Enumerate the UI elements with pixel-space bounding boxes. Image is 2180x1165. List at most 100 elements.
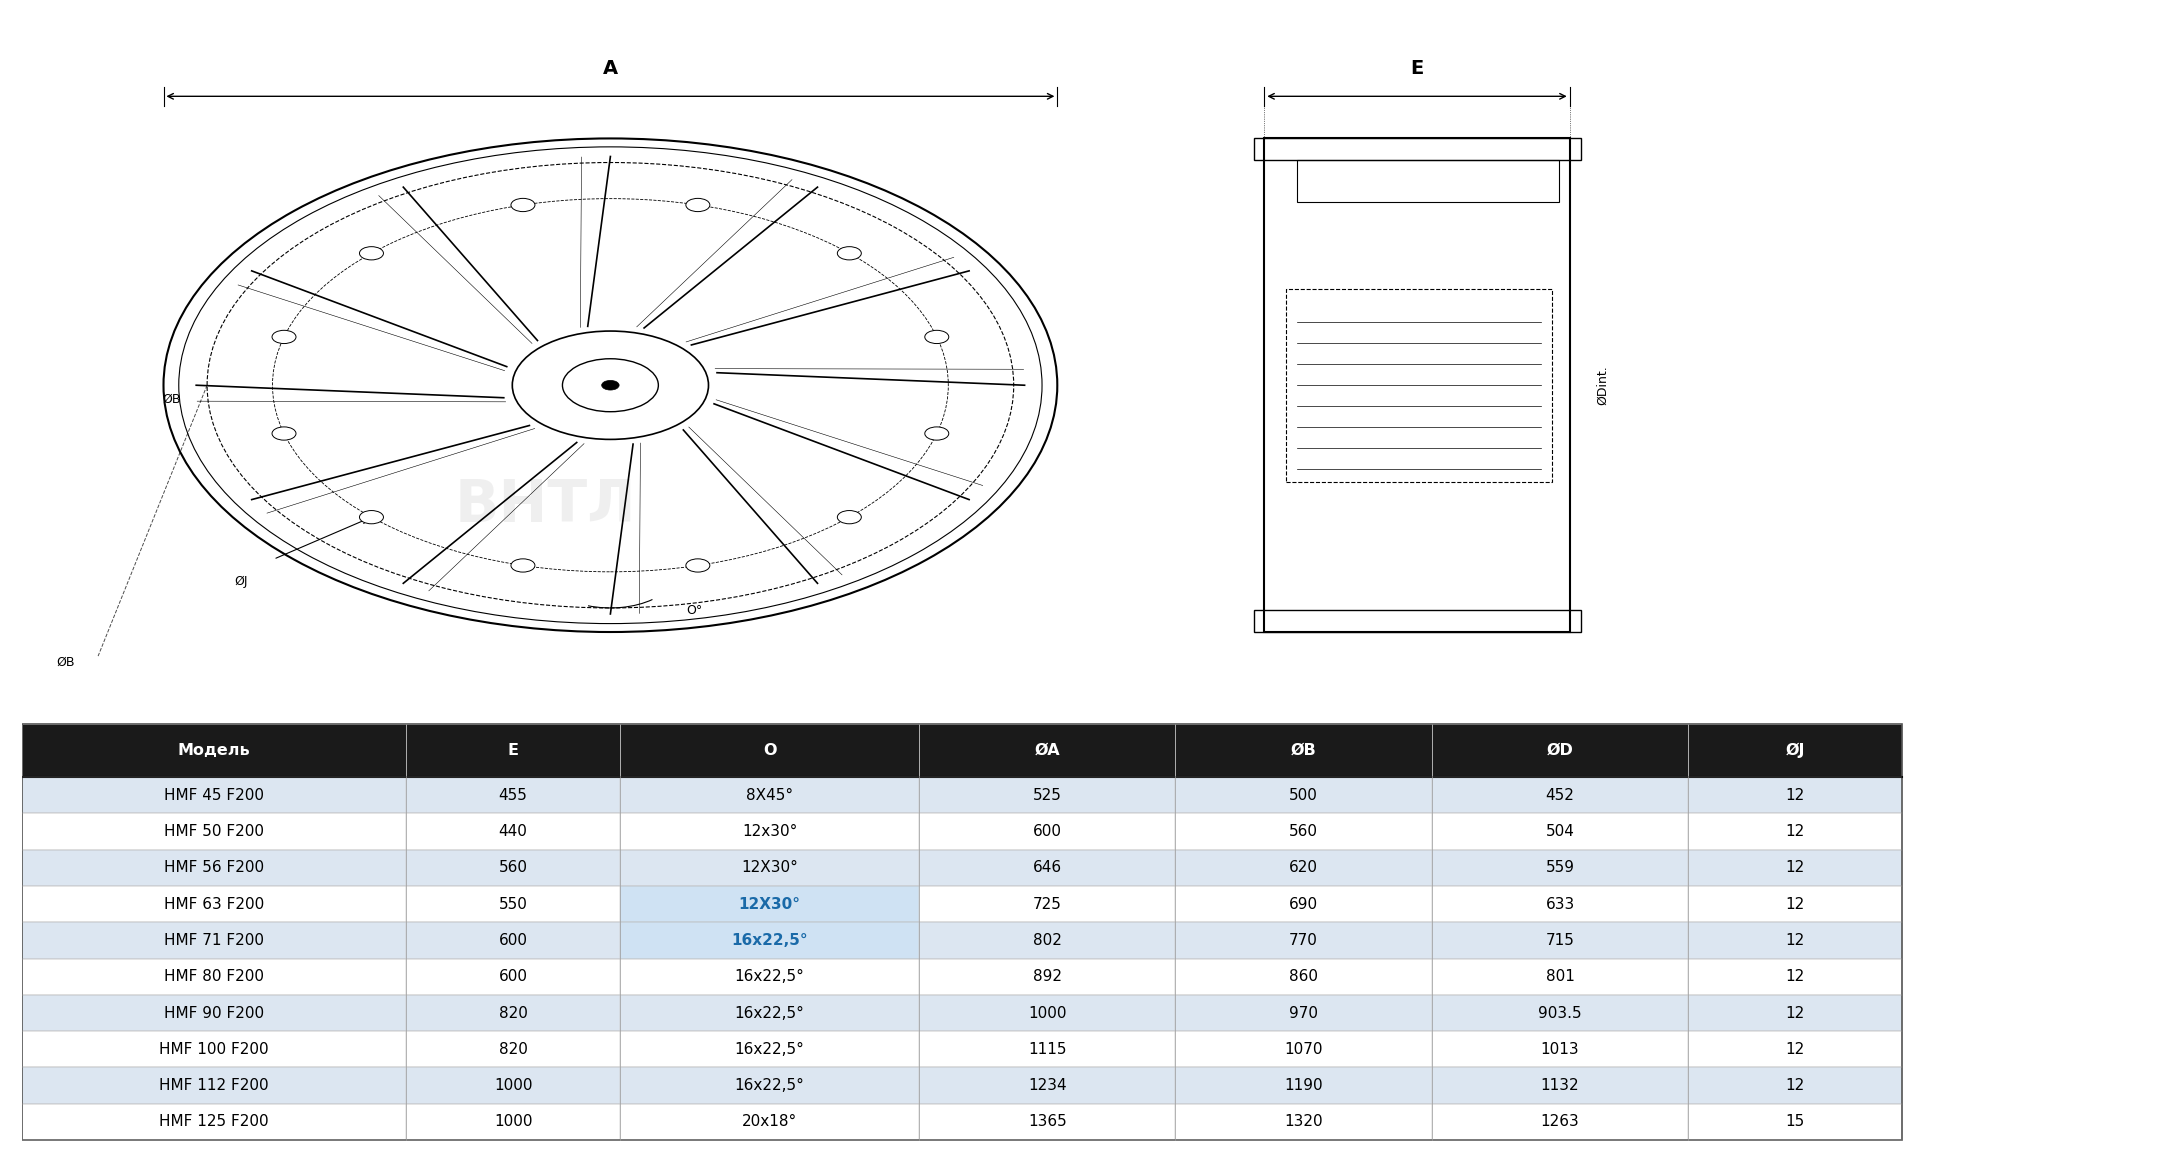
FancyBboxPatch shape bbox=[619, 777, 920, 813]
FancyBboxPatch shape bbox=[619, 849, 920, 885]
FancyBboxPatch shape bbox=[1175, 1031, 1432, 1067]
Text: 690: 690 bbox=[1288, 897, 1319, 911]
FancyBboxPatch shape bbox=[1175, 777, 1432, 813]
Text: HMF 56 F200: HMF 56 F200 bbox=[164, 860, 264, 875]
Text: 725: 725 bbox=[1033, 897, 1062, 911]
Text: 20x18°: 20x18° bbox=[741, 1115, 798, 1129]
FancyBboxPatch shape bbox=[1175, 959, 1432, 995]
Text: 559: 559 bbox=[1546, 860, 1574, 875]
Text: ØB: ØB bbox=[1291, 743, 1317, 758]
Text: 12: 12 bbox=[1785, 1042, 1805, 1057]
FancyBboxPatch shape bbox=[405, 1067, 619, 1103]
FancyBboxPatch shape bbox=[1687, 723, 1901, 777]
Text: 452: 452 bbox=[1546, 788, 1574, 803]
Circle shape bbox=[360, 510, 384, 524]
Text: HMF 71 F200: HMF 71 F200 bbox=[164, 933, 264, 948]
FancyBboxPatch shape bbox=[22, 959, 405, 995]
Text: O: O bbox=[763, 743, 776, 758]
Text: 560: 560 bbox=[1288, 824, 1319, 839]
FancyBboxPatch shape bbox=[920, 995, 1175, 1031]
FancyBboxPatch shape bbox=[1432, 923, 1687, 959]
FancyBboxPatch shape bbox=[1687, 1103, 1901, 1141]
FancyBboxPatch shape bbox=[1175, 885, 1432, 923]
Text: E: E bbox=[508, 743, 519, 758]
Text: 12: 12 bbox=[1785, 860, 1805, 875]
FancyBboxPatch shape bbox=[1175, 813, 1432, 849]
Text: 12: 12 bbox=[1785, 969, 1805, 984]
FancyBboxPatch shape bbox=[22, 723, 405, 777]
FancyBboxPatch shape bbox=[1175, 723, 1432, 777]
Text: 16x22,5°: 16x22,5° bbox=[735, 1005, 804, 1021]
FancyBboxPatch shape bbox=[920, 1031, 1175, 1067]
Text: O°: O° bbox=[687, 603, 702, 616]
FancyBboxPatch shape bbox=[405, 995, 619, 1031]
Text: HMF 125 F200: HMF 125 F200 bbox=[159, 1115, 268, 1129]
Text: 600: 600 bbox=[499, 969, 528, 984]
FancyBboxPatch shape bbox=[405, 885, 619, 923]
Text: HMF 80 F200: HMF 80 F200 bbox=[164, 969, 264, 984]
Text: HMF 90 F200: HMF 90 F200 bbox=[164, 1005, 264, 1021]
FancyBboxPatch shape bbox=[405, 959, 619, 995]
Text: HMF 50 F200: HMF 50 F200 bbox=[164, 824, 264, 839]
FancyBboxPatch shape bbox=[405, 777, 619, 813]
FancyBboxPatch shape bbox=[405, 723, 619, 777]
Text: 12X30°: 12X30° bbox=[739, 897, 800, 911]
FancyBboxPatch shape bbox=[619, 995, 920, 1031]
Text: 802: 802 bbox=[1033, 933, 1062, 948]
Bar bbox=[1254, 610, 1580, 631]
FancyBboxPatch shape bbox=[1175, 1103, 1432, 1141]
FancyBboxPatch shape bbox=[22, 1103, 405, 1141]
Circle shape bbox=[924, 426, 948, 440]
Text: 633: 633 bbox=[1546, 897, 1574, 911]
Bar bbox=[1264, 139, 1570, 631]
Text: 16x22,5°: 16x22,5° bbox=[735, 1042, 804, 1057]
FancyBboxPatch shape bbox=[1687, 885, 1901, 923]
Circle shape bbox=[687, 559, 711, 572]
FancyBboxPatch shape bbox=[920, 1103, 1175, 1141]
Circle shape bbox=[510, 198, 534, 212]
FancyBboxPatch shape bbox=[920, 849, 1175, 885]
FancyBboxPatch shape bbox=[920, 959, 1175, 995]
Text: HMF 63 F200: HMF 63 F200 bbox=[164, 897, 264, 911]
FancyBboxPatch shape bbox=[619, 1067, 920, 1103]
Text: 715: 715 bbox=[1546, 933, 1574, 948]
Text: HMF 45 F200: HMF 45 F200 bbox=[164, 788, 264, 803]
Text: 12: 12 bbox=[1785, 933, 1805, 948]
Text: 770: 770 bbox=[1288, 933, 1319, 948]
Text: ВНТЛ: ВНТЛ bbox=[800, 948, 1038, 1022]
Text: 600: 600 bbox=[499, 933, 528, 948]
FancyBboxPatch shape bbox=[22, 995, 405, 1031]
FancyBboxPatch shape bbox=[1687, 1031, 1901, 1067]
Text: 12: 12 bbox=[1785, 1005, 1805, 1021]
FancyBboxPatch shape bbox=[920, 885, 1175, 923]
Text: 820: 820 bbox=[499, 1005, 528, 1021]
Text: 1320: 1320 bbox=[1284, 1115, 1323, 1129]
FancyBboxPatch shape bbox=[405, 813, 619, 849]
Text: 1263: 1263 bbox=[1541, 1115, 1578, 1129]
Text: 12: 12 bbox=[1785, 824, 1805, 839]
Text: ØB: ØB bbox=[164, 393, 181, 407]
Text: HMF 100 F200: HMF 100 F200 bbox=[159, 1042, 268, 1057]
FancyBboxPatch shape bbox=[619, 923, 920, 959]
Text: 820: 820 bbox=[499, 1042, 528, 1057]
FancyBboxPatch shape bbox=[1432, 777, 1687, 813]
FancyBboxPatch shape bbox=[1432, 959, 1687, 995]
FancyBboxPatch shape bbox=[1432, 885, 1687, 923]
Text: ØJ: ØJ bbox=[233, 576, 246, 588]
FancyBboxPatch shape bbox=[22, 885, 405, 923]
FancyBboxPatch shape bbox=[1175, 1067, 1432, 1103]
Text: 1000: 1000 bbox=[1029, 1005, 1066, 1021]
Text: 500: 500 bbox=[1288, 788, 1319, 803]
Bar bbox=[1297, 160, 1559, 203]
FancyBboxPatch shape bbox=[1175, 995, 1432, 1031]
Text: 16x22,5°: 16x22,5° bbox=[730, 933, 809, 948]
Circle shape bbox=[687, 198, 711, 212]
FancyBboxPatch shape bbox=[1432, 1031, 1687, 1067]
Text: 600: 600 bbox=[1033, 824, 1062, 839]
Text: 801: 801 bbox=[1546, 969, 1574, 984]
Text: 12: 12 bbox=[1785, 1078, 1805, 1093]
FancyBboxPatch shape bbox=[619, 1031, 920, 1067]
Text: Модель: Модель bbox=[179, 743, 251, 758]
Text: 16x22,5°: 16x22,5° bbox=[735, 969, 804, 984]
FancyBboxPatch shape bbox=[22, 1067, 405, 1103]
